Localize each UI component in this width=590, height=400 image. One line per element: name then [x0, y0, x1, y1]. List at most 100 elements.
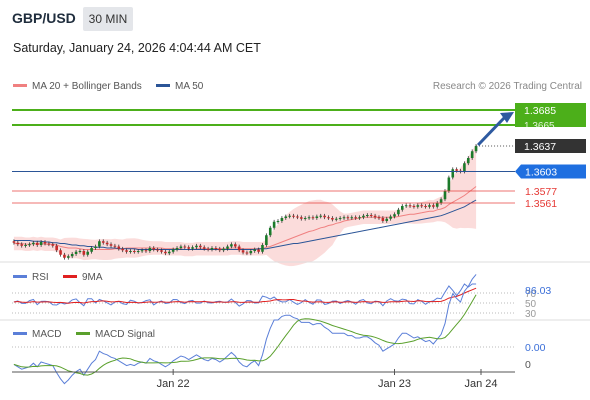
timeframe-button[interactable]: 30 MIN — [83, 7, 133, 31]
candle — [342, 215, 346, 220]
rsi-tick-label: 70 — [525, 289, 537, 300]
candle — [133, 249, 136, 254]
candle — [393, 212, 396, 219]
candle — [226, 244, 229, 251]
candle — [67, 254, 70, 260]
legend-macd-signal: MACD Signal — [76, 329, 155, 340]
candle — [416, 203, 420, 209]
candle — [179, 244, 183, 250]
candle — [268, 225, 272, 238]
candle-body — [90, 248, 93, 252]
candle — [447, 175, 451, 193]
candle-body — [113, 245, 117, 247]
candle — [74, 249, 78, 256]
legend-macd: MACD — [13, 329, 61, 340]
candle-body — [323, 215, 326, 218]
candle-body — [32, 242, 35, 245]
candle-body — [233, 244, 237, 247]
candle — [148, 246, 152, 253]
candle — [311, 215, 315, 220]
candle-body — [249, 251, 253, 254]
candle-body — [428, 205, 431, 207]
candle-body — [195, 245, 198, 248]
candle — [175, 246, 179, 252]
candle — [63, 252, 66, 260]
candle-body — [412, 206, 416, 207]
candle — [261, 243, 264, 254]
candle — [183, 244, 187, 250]
candle — [199, 243, 202, 250]
candle — [164, 249, 167, 256]
candle — [35, 240, 39, 247]
candle — [47, 241, 51, 247]
candle-body — [43, 242, 47, 244]
candle — [420, 203, 423, 208]
candle-body — [315, 216, 319, 218]
candle-body — [296, 216, 299, 218]
candle-body — [268, 227, 272, 236]
candle — [389, 214, 392, 221]
candle-body — [94, 246, 97, 248]
candle — [400, 204, 404, 212]
candle — [210, 246, 214, 252]
candle — [39, 240, 43, 247]
candle-body — [358, 217, 361, 219]
candle — [98, 239, 101, 249]
candle-body — [86, 251, 90, 255]
candle-body — [98, 241, 101, 247]
candle-body — [350, 217, 354, 219]
candle-body — [420, 205, 423, 207]
candle-body — [230, 244, 233, 247]
ma20-swatch — [13, 83, 27, 87]
candle — [12, 239, 16, 245]
target2-label: 1.3665 — [524, 121, 555, 132]
candle-body — [152, 248, 156, 250]
candle-body — [70, 254, 74, 257]
candle-body — [148, 248, 152, 251]
candle — [191, 245, 194, 251]
candle — [121, 246, 124, 253]
candle-body — [59, 250, 62, 255]
candle — [249, 249, 253, 256]
candle-body — [435, 203, 439, 207]
candle — [51, 242, 55, 248]
candle — [315, 214, 319, 220]
current-price-box — [515, 139, 586, 153]
ma50-line — [13, 199, 477, 250]
candle-body — [12, 241, 16, 243]
candle-body — [284, 216, 288, 218]
candle-body — [470, 151, 474, 158]
candle-body — [280, 218, 284, 221]
support-label: 1.3577 — [525, 186, 557, 198]
candle-body — [307, 217, 311, 219]
time-axis-label: Jan 24 — [464, 378, 497, 390]
candle-body — [175, 248, 179, 250]
candle — [237, 244, 241, 253]
candle-body — [389, 216, 392, 219]
candle — [424, 204, 427, 209]
legend-rsi-ma: 9MA — [63, 272, 103, 283]
macd-signal-swatch — [76, 331, 90, 335]
candle-body — [24, 245, 27, 246]
rsi-last-value: 86.03 — [525, 285, 551, 297]
credit-text: Research © 2026 Trading Central — [432, 81, 582, 92]
candle-body — [55, 245, 58, 251]
candle — [109, 242, 113, 248]
candle-body — [466, 158, 470, 164]
macd-zero-label: 0 — [525, 359, 531, 371]
candle-body — [366, 215, 369, 216]
candle — [70, 252, 74, 259]
pivot-label: 1.3603 — [525, 167, 557, 179]
candle — [381, 216, 385, 223]
candle-body — [241, 250, 245, 253]
macd-last-value: 0.00 — [525, 342, 546, 354]
candle — [152, 246, 156, 252]
candle-body — [334, 218, 338, 220]
candle-body — [288, 215, 291, 217]
candle-body — [385, 218, 389, 221]
legend-macd-signal-label: MACD Signal — [95, 329, 156, 340]
candle — [470, 149, 474, 160]
target-label-box — [515, 103, 586, 127]
projection-arrow-shaft — [476, 115, 507, 147]
